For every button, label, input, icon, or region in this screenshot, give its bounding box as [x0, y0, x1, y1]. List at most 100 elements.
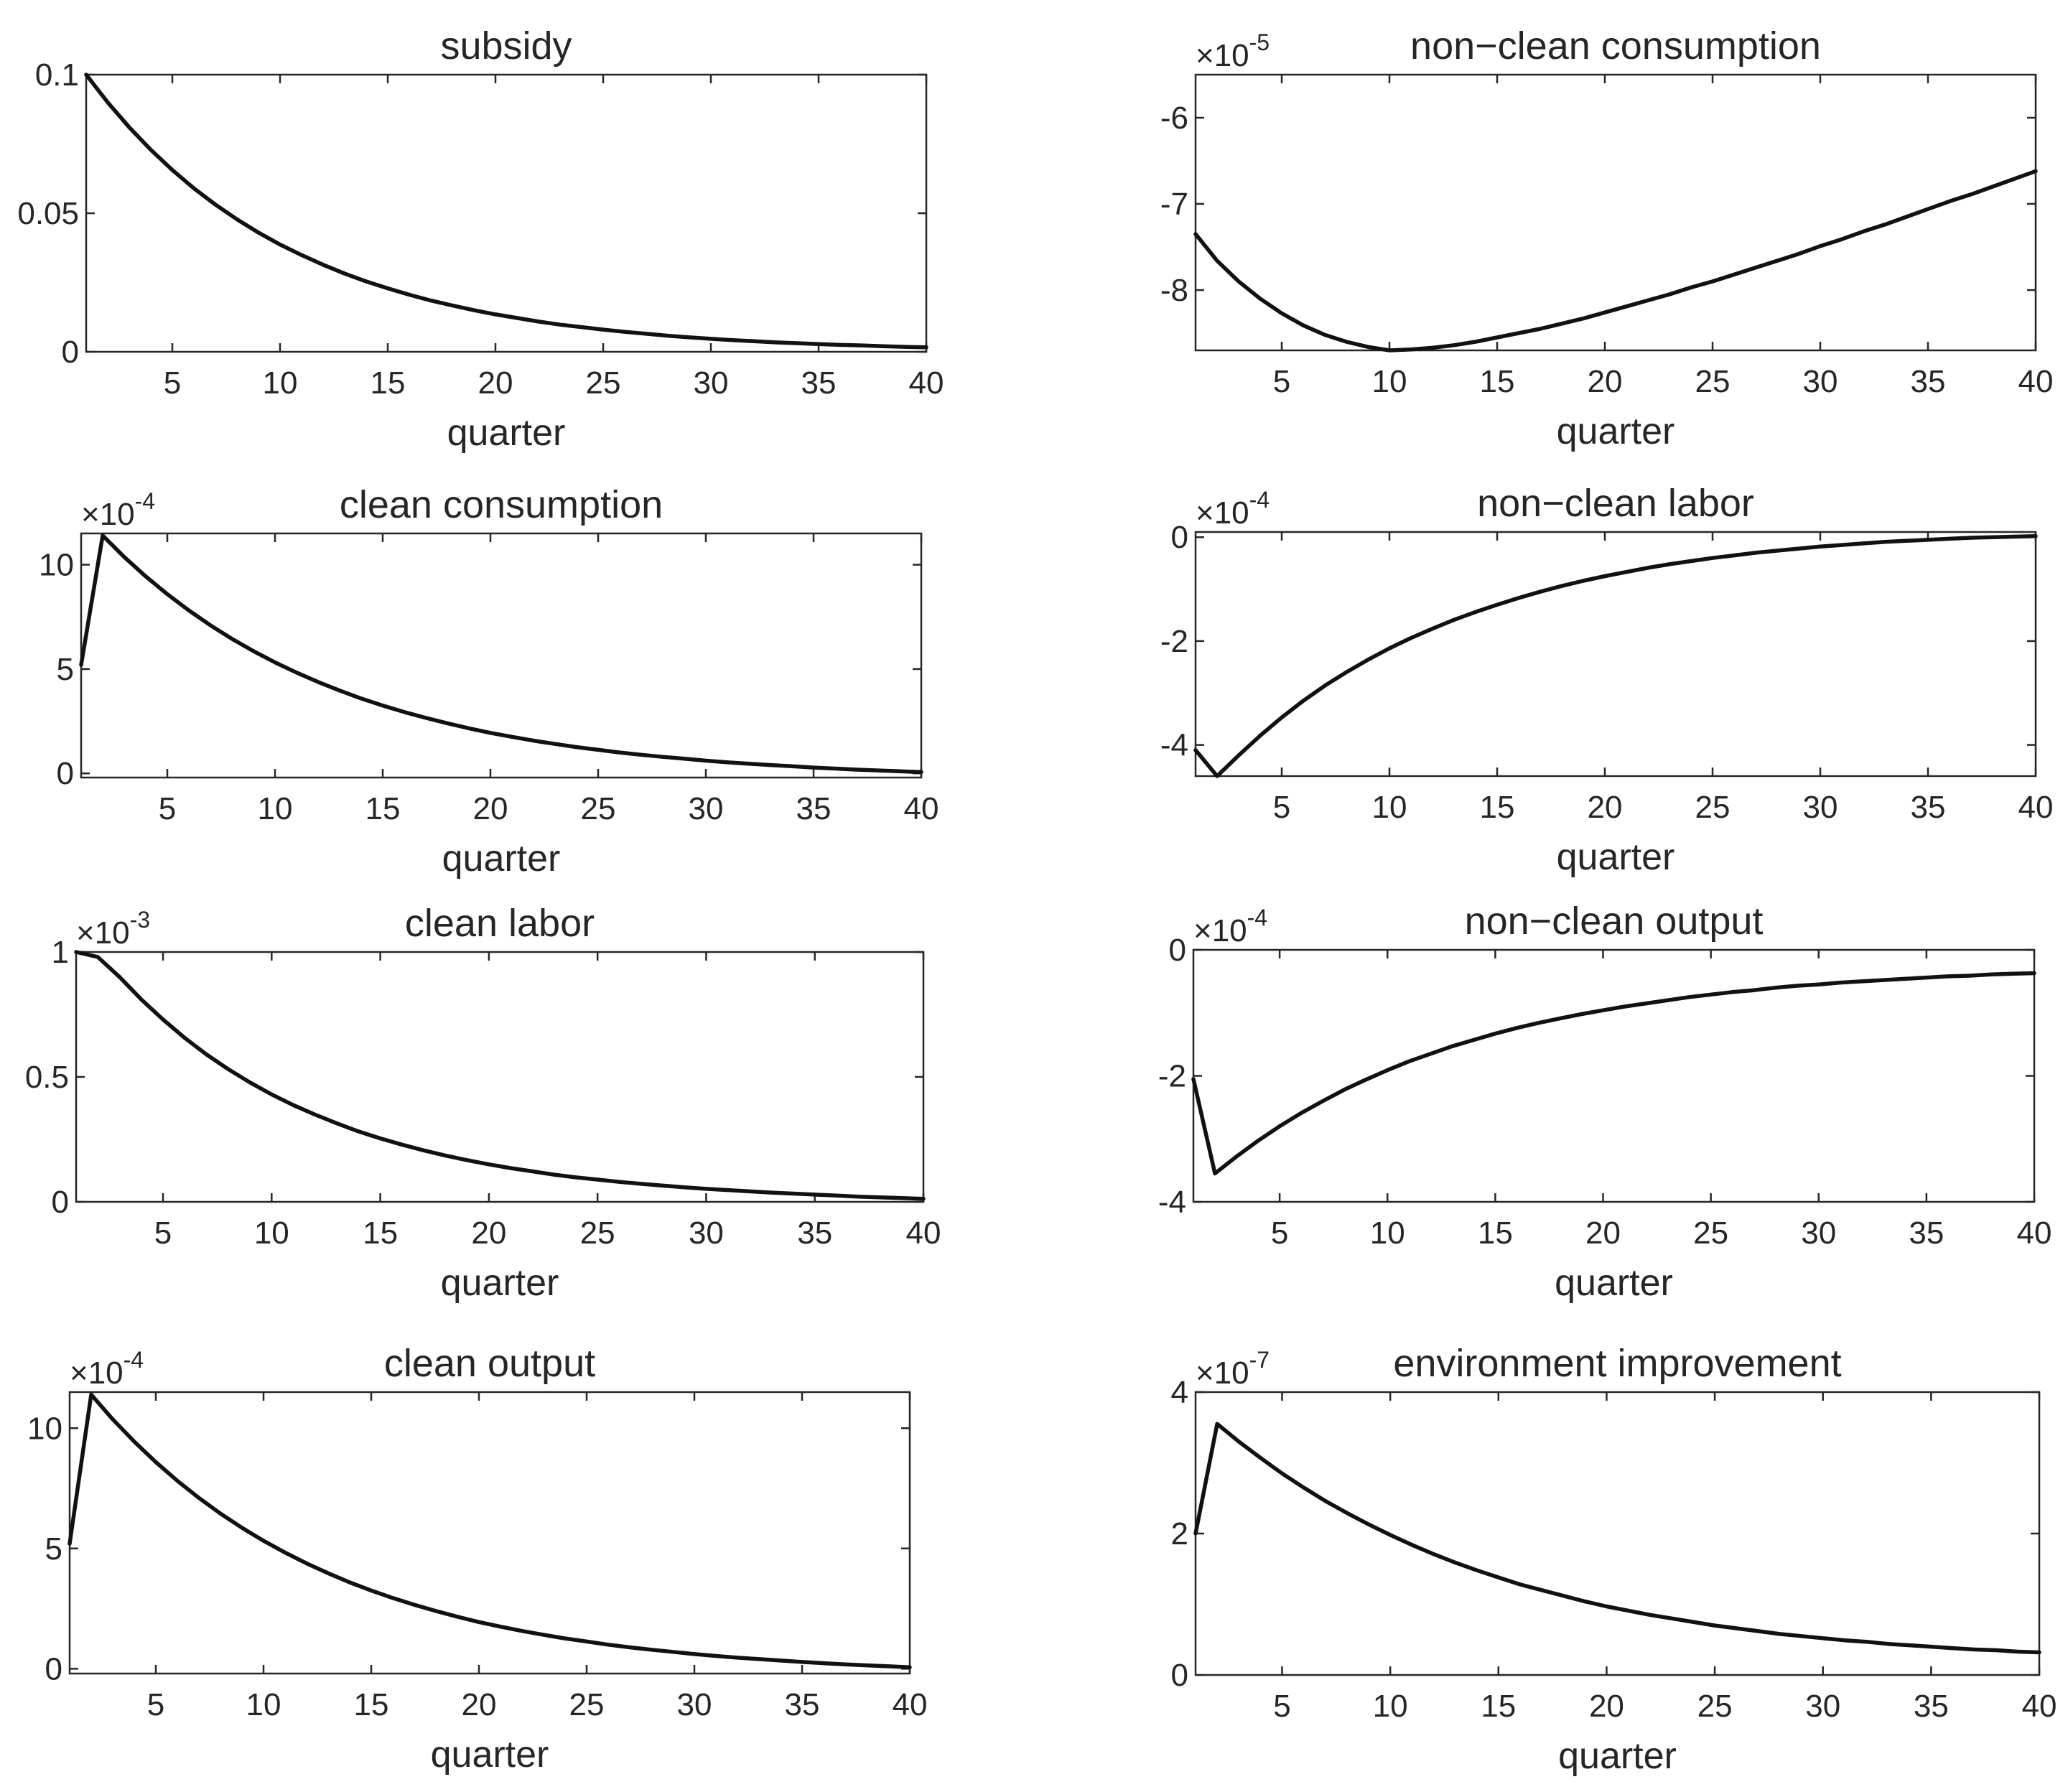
x-tick-label: 25: [586, 365, 621, 401]
x-axis-label: quarter: [1557, 836, 1675, 878]
y-tick-label: -2: [1160, 624, 1188, 659]
x-tick-label: 25: [1695, 790, 1731, 825]
x-tick-label: 15: [1478, 1215, 1513, 1251]
axes-box: [68, 1391, 911, 1675]
x-tick-label: 30: [689, 1215, 724, 1251]
x-tick-label: 30: [694, 365, 729, 401]
y-tick-label: 4: [1171, 1375, 1188, 1410]
x-axis-label: quarter: [1555, 1262, 1673, 1304]
x-tick-label: 25: [580, 1215, 615, 1251]
axis-multiplier: ×10-4: [81, 488, 155, 532]
series-line: [67, 1392, 912, 1670]
x-tick-label: 35: [801, 365, 837, 401]
y-tick-label: 5: [45, 1531, 62, 1567]
x-tick-label: 10: [254, 1215, 289, 1251]
x-tick-label: 10: [246, 1687, 281, 1722]
multiplier-base: ×10: [70, 1355, 124, 1391]
subplot-5: 5 10 15 20 25 30 35 40 -8 -7 -6 non−clean consumpti…: [1160, 24, 2054, 452]
axes-box: [1194, 1391, 2041, 1676]
subplot-3: 5 10 15 20 25 30 35 40 0 0.5 1 clean labor quarter ×1…: [25, 902, 941, 1304]
multiplier-base: ×10: [81, 497, 135, 532]
y-tick-label: 0.1: [35, 57, 79, 93]
x-tick-label: 20: [471, 1215, 506, 1251]
x-tick-label: 20: [473, 791, 508, 826]
multiplier-exponent: -4: [1247, 905, 1267, 930]
x-tick-label: 40: [2018, 364, 2054, 399]
x-tick-label: 15: [1481, 1689, 1516, 1724]
y-tick-label: 0: [1171, 520, 1188, 555]
subplot-title: subsidy: [440, 24, 572, 67]
y-tick-label: 5: [57, 652, 74, 687]
y-tick-label: 0.5: [25, 1060, 69, 1095]
axes-box: [1194, 73, 2037, 352]
axes-box: [1192, 948, 2036, 1203]
x-tick-label: 5: [154, 1215, 172, 1251]
x-axis-label: quarter: [1557, 411, 1675, 452]
y-tick-label: -6: [1160, 101, 1188, 136]
subplot-title: clean output: [384, 1342, 595, 1385]
x-tick-label: 15: [371, 365, 406, 401]
x-tick-label: 15: [1480, 790, 1515, 825]
subplot-title: non−clean labor: [1477, 482, 1754, 525]
multiplier-exponent: -3: [130, 907, 150, 933]
x-tick-label: 25: [1697, 1689, 1733, 1724]
x-tick-label: 40: [904, 791, 939, 826]
x-tick-label: 30: [677, 1687, 712, 1722]
subplot-7: 5 10 15 20 25 30 35 40 -4 -2 0 non−clean output quar…: [1158, 900, 2052, 1304]
x-tick-label: 5: [147, 1687, 164, 1722]
multiplier-base: ×10: [1196, 495, 1249, 531]
x-axis-label: quarter: [1558, 1735, 1677, 1777]
x-axis-label: quarter: [441, 1262, 559, 1304]
x-tick-label: 35: [1911, 364, 1946, 399]
x-tick-label: 30: [1803, 364, 1838, 399]
series-line: [1193, 1422, 2041, 1655]
x-tick-label: 15: [363, 1215, 398, 1251]
x-tick-label: 25: [569, 1687, 605, 1722]
x-tick-label: 20: [1585, 1215, 1621, 1251]
axes-box: [75, 951, 925, 1203]
x-tick-label: 35: [1914, 1689, 1949, 1724]
y-tick-label: 10: [39, 548, 74, 583]
multiplier-base: ×10: [1196, 1355, 1249, 1391]
x-tick-label: 40: [906, 1215, 941, 1251]
series-line: [84, 73, 928, 350]
subplot-4: 5 10 15 20 25 30 35 40 0 5 10 clean output quarter ×1…: [27, 1342, 927, 1775]
subplot-2: 5 10 15 20 25 30 35 40 0 5 10 clean consumption quar…: [39, 483, 938, 879]
y-tick-label: 2: [1171, 1516, 1188, 1551]
multiplier-exponent: -4: [124, 1347, 144, 1373]
y-tick-label: 0: [1171, 1658, 1188, 1693]
x-tick-label: 35: [1909, 1215, 1944, 1251]
x-tick-label: 35: [797, 1215, 832, 1251]
subplot-6: 5 10 15 20 25 30 35 40 -4 -2 0 non−clean labor quart…: [1160, 482, 2054, 878]
x-tick-label: 10: [1370, 1215, 1405, 1251]
x-tick-label: 40: [2022, 1689, 2057, 1724]
x-tick-label: 5: [1273, 790, 1290, 825]
x-tick-label: 40: [893, 1687, 928, 1722]
x-tick-label: 30: [1801, 1215, 1836, 1251]
axis-multiplier: ×10-7: [1196, 1347, 1270, 1391]
multiplier-base: ×10: [76, 915, 130, 951]
multiplier-base: ×10: [1193, 913, 1247, 948]
x-tick-label: 20: [478, 365, 513, 401]
x-tick-label: 20: [1588, 790, 1623, 825]
x-tick-label: 10: [258, 791, 293, 826]
series-line: [74, 950, 926, 1201]
x-tick-label: 10: [1372, 790, 1407, 825]
multiplier-exponent: -5: [1249, 29, 1270, 55]
x-axis-label: quarter: [447, 412, 566, 454]
multiplier-exponent: -4: [135, 488, 155, 514]
x-tick-label: 35: [785, 1687, 820, 1722]
x-tick-label: 5: [1273, 1689, 1290, 1724]
x-tick-label: 40: [2017, 1215, 2052, 1251]
x-tick-label: 25: [1695, 364, 1731, 399]
series-line: [79, 533, 923, 775]
series-line: [1191, 971, 2036, 1176]
x-tick-label: 30: [1805, 1689, 1840, 1724]
x-tick-label: 10: [1373, 1689, 1408, 1724]
y-tick-label: 0: [45, 1651, 62, 1686]
axes-box: [85, 73, 928, 353]
multiplier-exponent: -4: [1249, 487, 1270, 513]
subplot-8: 5 10 15 20 25 30 35 40 0 2 4 environment improvemen…: [1171, 1342, 2057, 1777]
y-tick-label: -7: [1160, 187, 1188, 222]
